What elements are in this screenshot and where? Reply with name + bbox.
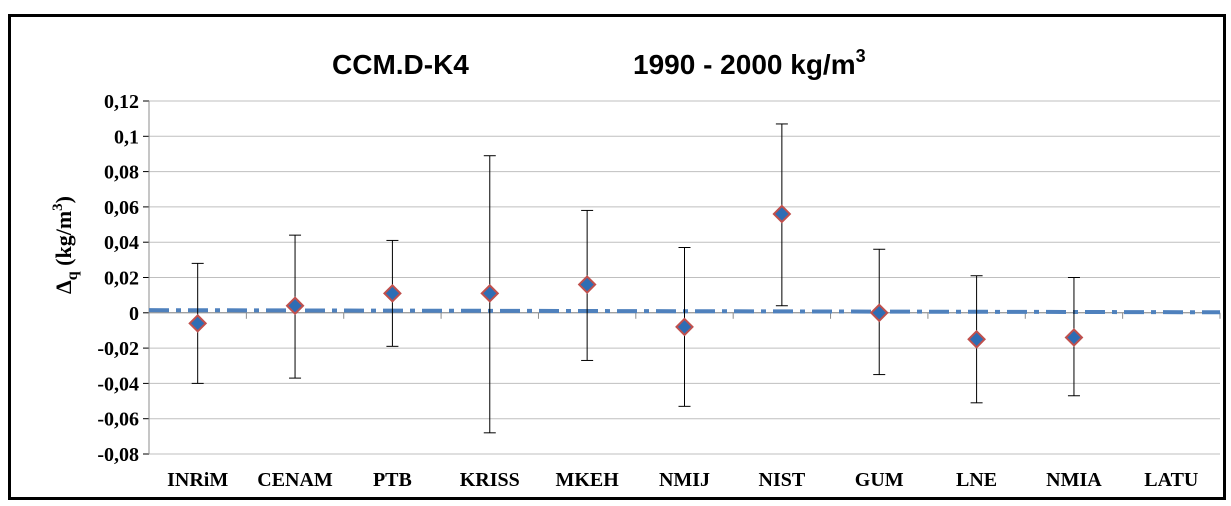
- x-tick-label: CENAM: [257, 469, 333, 491]
- y-tick-label: 0,12: [104, 91, 139, 113]
- x-tick-label: GUM: [855, 469, 904, 491]
- y-tick-label: -0,06: [97, 409, 139, 431]
- data-point: [285, 296, 305, 316]
- chart-title: CCM.D-K4: [332, 49, 469, 80]
- y-tick-label: -0,02: [97, 338, 139, 360]
- y-tick-label: 0,1: [114, 126, 139, 148]
- x-tick-label: INRiM: [167, 469, 228, 491]
- x-tick-label: PTB: [373, 469, 412, 491]
- chart-subtitle: 1990 - 2000 kg/m3: [633, 46, 866, 80]
- data-point: [577, 275, 597, 294]
- data-points: [188, 204, 1084, 349]
- y-tick-label: 0,02: [104, 268, 139, 290]
- x-tick-label: LATU: [1144, 469, 1198, 491]
- x-tick-label: MKEH: [555, 469, 619, 491]
- data-point: [1064, 328, 1084, 347]
- y-tick-labels: -0,08 -0,06 -0,04 -0,02 0 0,02 0,04 0,06 0,08 0,1…: [97, 91, 139, 466]
- data-point: [869, 303, 889, 323]
- y-axis-label: Δq (kg/m3): [50, 196, 81, 294]
- y-tick-label: -0,04: [97, 373, 139, 395]
- data-point: [480, 283, 500, 303]
- x-tick-label: NIST: [759, 469, 806, 491]
- x-tick-label: NMIA: [1046, 469, 1102, 491]
- data-point: [188, 313, 208, 333]
- x-tick-labels: INRiM CENAM PTB KRISS MKEH NMIJ NIST GUM LNE NMIA…: [167, 469, 1198, 491]
- data-point: [382, 283, 402, 303]
- data-point: [772, 204, 792, 224]
- y-tick-label: 0: [129, 303, 139, 325]
- x-tick-label: NMIJ: [659, 469, 710, 491]
- y-tick-label: 0,06: [104, 197, 139, 219]
- y-tick-label: 0,08: [104, 162, 139, 184]
- x-tick-label: KRISS: [460, 469, 520, 491]
- data-point: [675, 317, 694, 337]
- x-tick-label: LNE: [956, 469, 997, 491]
- gridlines: [149, 100, 1220, 455]
- y-tick-label: 0,04: [104, 232, 139, 254]
- error-bars: [191, 123, 1080, 434]
- data-point: [967, 329, 987, 349]
- y-tick-label: -0,08: [97, 444, 139, 466]
